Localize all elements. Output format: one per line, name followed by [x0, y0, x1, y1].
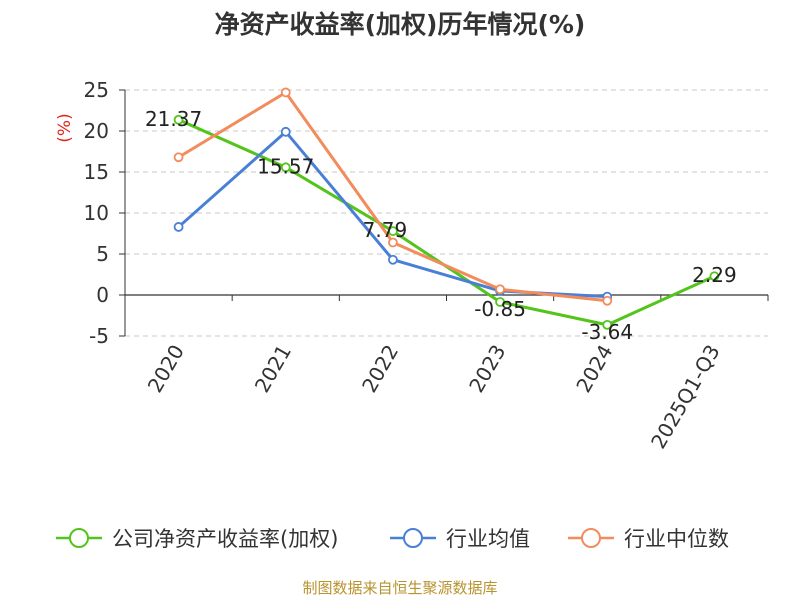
x-tick-label: 2021: [250, 341, 296, 397]
chart-title: 净资产收益率(加权)历年情况(%): [215, 10, 586, 39]
data-point: [388, 254, 398, 265]
x-tick-label: 2022: [357, 341, 403, 397]
legend-marker: [403, 528, 423, 548]
data-point: [709, 271, 720, 282]
y-tick-label: -5: [89, 324, 109, 348]
y-axis-label: (%): [55, 113, 75, 142]
data-point: [280, 126, 291, 137]
y-tick-label: 5: [96, 242, 109, 266]
series-line: [177, 118, 716, 327]
y-tick-label: 20: [84, 119, 109, 143]
data-point: [280, 162, 291, 173]
legend-label: 行业中位数: [624, 527, 729, 551]
data-point: [173, 152, 184, 163]
legend-item[interactable]: 行业中位数: [568, 527, 729, 551]
series-line: [177, 130, 608, 299]
data-point: [388, 237, 398, 248]
series-lines: [173, 87, 720, 330]
axes: [119, 89, 769, 337]
data-point: [173, 222, 184, 232]
data-point: [280, 87, 291, 98]
legend-marker: [69, 528, 89, 548]
data-point: [602, 295, 613, 306]
data-label: -3.64: [581, 320, 633, 344]
data-label: 15.57: [257, 154, 314, 178]
y-tick-label: 10: [84, 201, 109, 225]
grid-lines: [125, 89, 768, 337]
y-tick-label: 25: [84, 78, 109, 102]
y-tick-labels: 25 20 15 10 5 0 -5: [84, 78, 109, 348]
y-tick-label: 15: [84, 160, 109, 184]
x-tick-label: 2024: [571, 341, 617, 397]
legend-label: 公司净资产收益率(加权): [112, 527, 338, 551]
legend[interactable]: 公司净资产收益率(加权) 行业均值 行业中位数: [56, 527, 729, 551]
legend-marker: [581, 528, 601, 548]
series-line: [177, 90, 608, 303]
x-tick-label: 2025Q1-Q3: [646, 341, 725, 453]
x-tick-label: 2020: [143, 341, 189, 397]
data-point: [388, 226, 398, 237]
source-note: 制图数据来自恒生聚源数据库: [302, 579, 497, 597]
data-labels: 21.37 15.57 7.79 -0.85 -3.64 2.29: [145, 107, 737, 344]
legend-item[interactable]: 公司净资产收益率(加权): [56, 527, 338, 551]
data-point: [495, 297, 505, 307]
data-label: 2.29: [692, 263, 737, 287]
x-tick-label: 2023: [464, 341, 510, 397]
data-label: 21.37: [145, 107, 202, 131]
legend-label: 行业均值: [446, 527, 530, 551]
data-point: [495, 284, 505, 295]
data-point: [173, 114, 184, 125]
data-label: 7.79: [363, 218, 408, 242]
x-tick-labels: 2020 2021 2022 2023 2024 2025Q1-Q3: [143, 341, 725, 453]
legend-item[interactable]: 行业均值: [390, 527, 530, 551]
data-point: [602, 319, 613, 330]
data-label: -0.85: [474, 297, 526, 321]
y-tick-label: 0: [96, 283, 109, 307]
